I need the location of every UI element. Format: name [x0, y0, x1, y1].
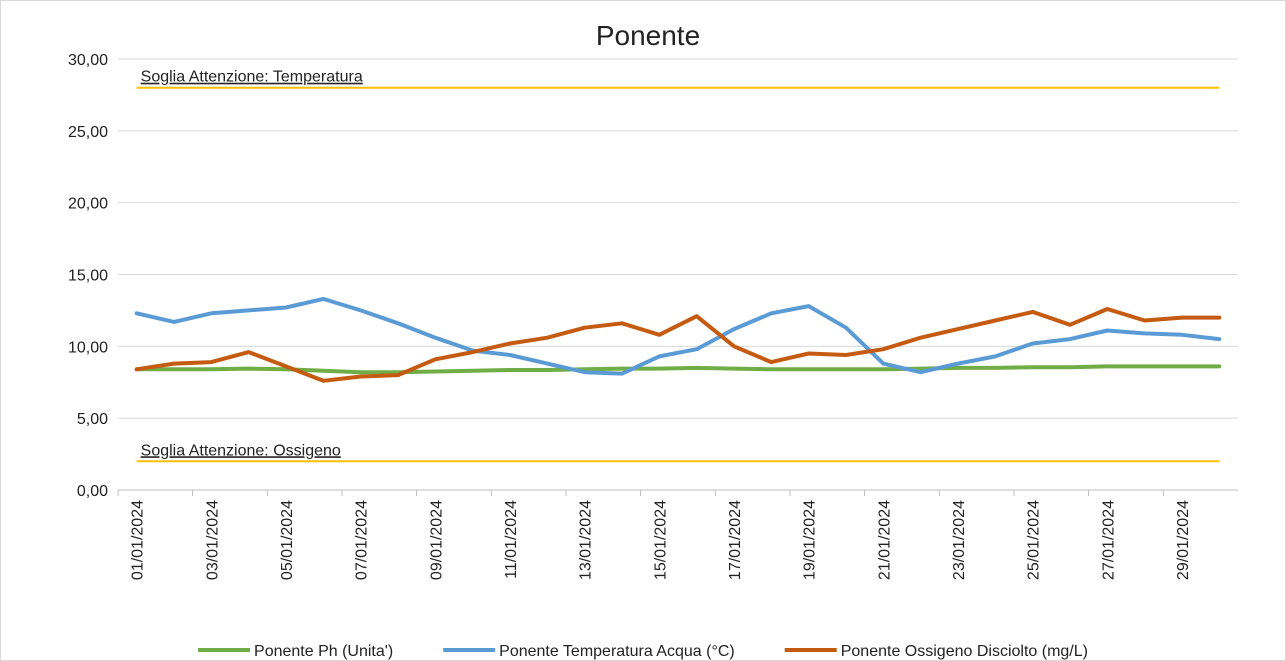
y-tick-label: 25,00	[68, 124, 108, 141]
x-tick-label: 01/01/2024	[130, 500, 147, 580]
legend-label: Ponente Ossigeno Disciolto (mg/L)	[841, 643, 1088, 660]
x-tick-label: 15/01/2024	[652, 500, 669, 580]
x-tick-label: 25/01/2024	[1026, 500, 1043, 580]
legend-label: Ponente Temperatura Acqua (°C)	[499, 643, 735, 660]
y-tick-label: 15,00	[68, 268, 108, 285]
y-tick-label: 0,00	[77, 483, 108, 500]
x-tick-label: 07/01/2024	[354, 500, 371, 580]
x-tick-label: 03/01/2024	[204, 500, 221, 580]
chart-title: Ponente	[596, 20, 700, 51]
threshold-label: Soglia Attenzione: Ossigeno	[141, 442, 341, 459]
series-line	[134, 364, 1222, 375]
x-tick-label: 13/01/2024	[578, 500, 595, 580]
x-tick-label: 05/01/2024	[279, 500, 296, 580]
x-tick-label: 17/01/2024	[727, 500, 744, 580]
series-line	[134, 296, 1222, 376]
x-tick-label: 11/01/2024	[503, 500, 520, 579]
threshold-label: Soglia Attenzione: Temperatura	[141, 69, 363, 86]
x-tick-label: 23/01/2024	[951, 500, 968, 580]
legend-label: Ponente Ph (Unita')	[254, 643, 393, 660]
x-tick-label: 19/01/2024	[802, 500, 819, 580]
y-tick-label: 30,00	[68, 52, 108, 69]
x-tick-label: 29/01/2024	[1175, 500, 1192, 580]
x-tick-label: 09/01/2024	[428, 500, 445, 580]
x-tick-label: 21/01/2024	[876, 500, 893, 580]
series-line	[134, 307, 1222, 383]
y-tick-label: 10,00	[68, 339, 108, 356]
x-tick-label: 27/01/2024	[1100, 500, 1117, 580]
y-tick-label: 5,00	[77, 411, 108, 428]
y-tick-label: 20,00	[68, 196, 108, 213]
